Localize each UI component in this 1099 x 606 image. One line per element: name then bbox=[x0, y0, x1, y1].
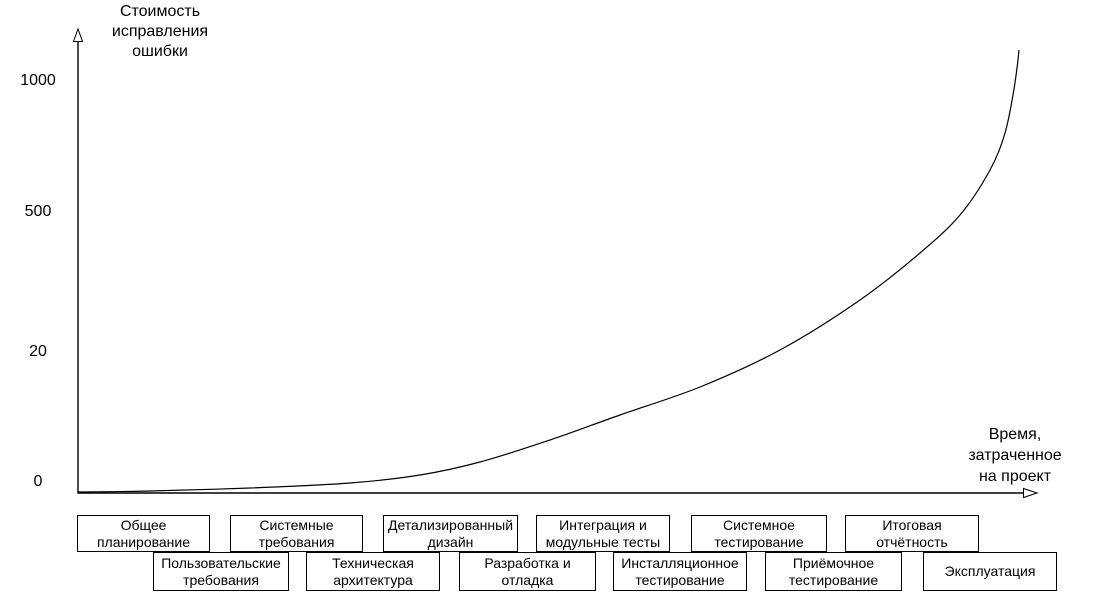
y-axis-title: Стоимость исправления ошибки bbox=[111, 3, 209, 60]
phase-box: Итоговая отчётность bbox=[845, 515, 979, 552]
y-tick-label: 0 bbox=[33, 473, 43, 490]
phase-box: Интеграция и модульные тесты bbox=[536, 515, 670, 552]
x-axis-title: Время, затраченное на проект bbox=[968, 426, 1062, 485]
y-tick-label: 20 bbox=[29, 343, 47, 360]
cost-curve-line bbox=[77, 49, 1020, 493]
phase-box: Разработка и отладка bbox=[459, 552, 596, 591]
y-tick-label: 500 bbox=[24, 203, 52, 220]
phase-box: Системное тестирование bbox=[691, 515, 827, 552]
y-axis-arrowhead-icon bbox=[72, 27, 84, 42]
phase-box: Эксплуатация bbox=[923, 552, 1057, 591]
phase-box: Приёмочное тестирование bbox=[765, 552, 902, 591]
phase-box: Детализированный дизайн bbox=[383, 515, 518, 552]
phase-box: Системные требования bbox=[230, 515, 363, 552]
phase-box: Пользовательские требования bbox=[153, 552, 289, 591]
x-axis-arrowhead-icon bbox=[1023, 487, 1039, 499]
phase-box: Общее планирование bbox=[77, 515, 210, 552]
phase-box: Техническая архитектура bbox=[306, 552, 440, 591]
phase-box: Инсталляционное тестирование bbox=[613, 552, 747, 591]
y-tick-label: 1000 bbox=[20, 72, 56, 89]
